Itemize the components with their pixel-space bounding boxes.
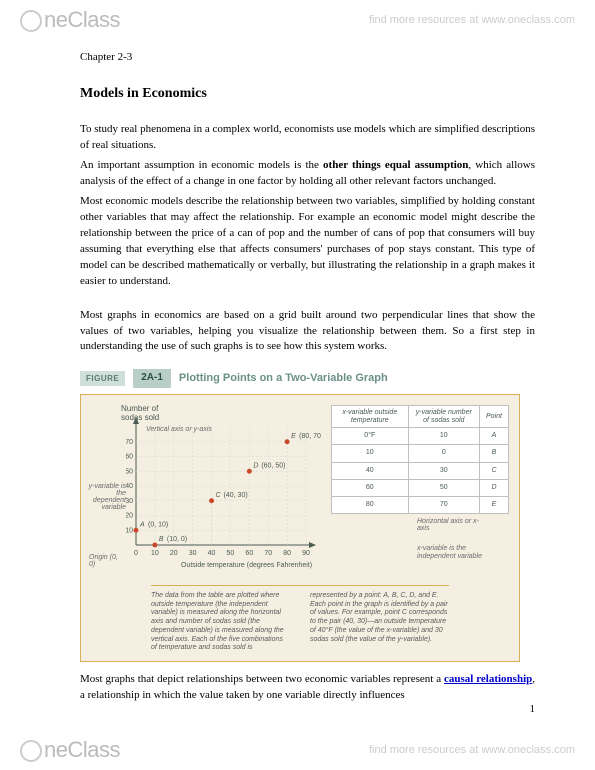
svg-text:90: 90 xyxy=(302,550,310,557)
figure-caption: The data from the table are plotted wher… xyxy=(151,585,449,653)
page-content: Chapter 2-3 Models in Economics To study… xyxy=(0,0,595,758)
svg-text:10: 10 xyxy=(151,550,159,557)
svg-text:30: 30 xyxy=(189,550,197,557)
paragraph-3: Most economic models describe the relati… xyxy=(80,194,535,290)
table-cell: 10 xyxy=(332,445,409,462)
svg-text:(10, 0): (10, 0) xyxy=(167,536,187,543)
paragraph-4: Most graphs in economics are based on a … xyxy=(80,308,535,356)
caption-right: represented by a point: A, B, C, D, and … xyxy=(310,592,449,653)
table-cell: D xyxy=(480,479,509,496)
page-title: Models in Economics xyxy=(80,84,535,104)
svg-text:D: D xyxy=(253,462,258,469)
figure-body: Number of sodas sold y-variable is the d… xyxy=(80,394,520,662)
table-cell: 10 xyxy=(408,428,479,445)
svg-text:80: 80 xyxy=(283,550,291,557)
p2-pre: An important assumption in economic mode… xyxy=(80,159,323,171)
svg-text:(60, 50): (60, 50) xyxy=(261,462,285,469)
table-row: 8070E xyxy=(332,496,509,513)
watermark-top: neClass find more resources at www.onecl… xyxy=(0,0,595,40)
y-variable-annotation: y-variable is the dependent variable xyxy=(86,483,126,511)
causal-relationship-link[interactable]: causal relationship xyxy=(444,673,532,685)
table-cell: 0 xyxy=(408,445,479,462)
table-row: 4030C xyxy=(332,462,509,479)
brand-logo: neClass xyxy=(20,7,120,33)
table-row: 6050D xyxy=(332,479,509,496)
svg-text:70: 70 xyxy=(264,550,272,557)
table-cell: C xyxy=(480,462,509,479)
table-cell: B xyxy=(480,445,509,462)
chapter-label: Chapter 2-3 xyxy=(80,50,535,66)
data-table: x-variable outside temperaturey-variable… xyxy=(331,405,509,514)
p2-bold: other things equal assumption xyxy=(323,159,468,171)
svg-text:40: 40 xyxy=(208,550,216,557)
svg-text:(40, 30): (40, 30) xyxy=(224,492,248,499)
figure-header: FIGURE 2A-1 Plotting Points on a Two-Var… xyxy=(80,369,520,388)
resources-text-bottom: find more resources at www.oneclass.com xyxy=(369,744,575,756)
table-cell: 0°F xyxy=(332,428,409,445)
table-cell: E xyxy=(480,496,509,513)
table-cell: 50 xyxy=(408,479,479,496)
svg-text:50: 50 xyxy=(227,550,235,557)
paragraph-5: Most graphs that depict relationships be… xyxy=(80,672,535,704)
svg-text:C: C xyxy=(216,492,222,499)
brand-logo-bottom: neClass xyxy=(20,737,120,763)
svg-text:30: 30 xyxy=(126,498,133,505)
figure-title: Plotting Points on a Two-Variable Graph xyxy=(179,371,388,387)
table-cell: 80 xyxy=(332,496,409,513)
svg-text:60: 60 xyxy=(126,453,133,460)
chart-svg: 10 20 30 40 50 60 70 0 10 20 30 40 50 60 70 80 90 Outsi… xyxy=(126,417,321,575)
watermark-bottom: neClass find more resources at www.onecl… xyxy=(0,730,595,770)
table-cell: 70 xyxy=(408,496,479,513)
paragraph-1: To study real phenomena in a complex wor… xyxy=(80,122,535,154)
brand-text: neClass xyxy=(44,7,120,32)
origin-annotation: Origin (0, 0) xyxy=(89,554,119,568)
table-row: 100B xyxy=(332,445,509,462)
table-cell: 60 xyxy=(332,479,409,496)
svg-text:40: 40 xyxy=(126,483,133,490)
page-number: 1 xyxy=(530,703,536,715)
x-axis-title: Outside temperature (degrees Fahrenheit) xyxy=(181,562,312,569)
svg-text:0: 0 xyxy=(134,550,138,557)
p5-pre: Most graphs that depict relationships be… xyxy=(80,673,444,685)
caption-left: The data from the table are plotted wher… xyxy=(151,592,290,653)
table-row: 0°F10A xyxy=(332,428,509,445)
table-cell: 40 xyxy=(332,462,409,479)
vertical-axis-annotation: Vertical axis or y-axis xyxy=(146,426,212,433)
svg-text:60: 60 xyxy=(245,550,253,557)
figure-tag: FIGURE xyxy=(80,371,125,387)
svg-text:20: 20 xyxy=(126,512,133,519)
table-cell: A xyxy=(480,428,509,445)
chart: Number of sodas sold y-variable is the d… xyxy=(91,405,321,575)
svg-text:20: 20 xyxy=(170,550,178,557)
brand-text-bottom: neClass xyxy=(44,737,120,762)
svg-text:(0, 10): (0, 10) xyxy=(148,521,168,528)
table-header: Point xyxy=(480,405,509,427)
ylabel-1: Number of xyxy=(121,404,158,413)
svg-text:B: B xyxy=(159,536,164,543)
svg-text:10: 10 xyxy=(126,527,133,534)
svg-text:E: E xyxy=(291,433,296,440)
horizontal-axis-annotation: Horizontal axis or x-axis xyxy=(417,518,487,532)
table-cell: 30 xyxy=(408,462,479,479)
paragraph-2: An important assumption in economic mode… xyxy=(80,158,535,190)
svg-text:A: A xyxy=(139,521,145,528)
figure: FIGURE 2A-1 Plotting Points on a Two-Var… xyxy=(80,369,520,662)
table-header: y-variable number of sodas sold xyxy=(408,405,479,427)
svg-text:50: 50 xyxy=(126,468,133,475)
svg-text:(80, 70): (80, 70) xyxy=(299,433,321,440)
svg-text:70: 70 xyxy=(126,439,133,446)
x-variable-annotation: x-variable is the independent variable xyxy=(417,545,497,560)
table-header: x-variable outside temperature xyxy=(332,405,409,427)
resources-text: find more resources at www.oneclass.com xyxy=(369,14,575,26)
figure-number: 2A-1 xyxy=(133,369,171,388)
